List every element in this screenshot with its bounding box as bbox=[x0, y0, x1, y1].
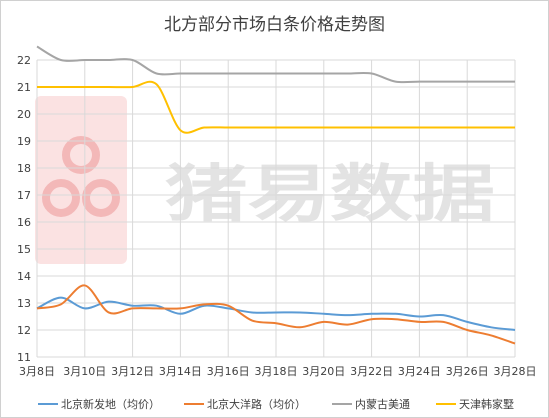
y-tick-label: 11 bbox=[17, 351, 31, 364]
x-tick-label: 3月20日 bbox=[302, 365, 345, 378]
chart-title: 北方部分市场白条价格走势图 bbox=[164, 15, 385, 35]
series-line-4 bbox=[37, 80, 515, 134]
x-tick-label: 3月26日 bbox=[446, 365, 489, 378]
watermark-logo bbox=[35, 96, 127, 264]
x-tick-label: 3月22日 bbox=[350, 365, 393, 378]
series-lines bbox=[36, 45, 516, 345]
x-tick-label: 3月12日 bbox=[111, 365, 154, 378]
y-tick-label: 19 bbox=[17, 135, 31, 148]
y-tick-label: 18 bbox=[17, 162, 31, 175]
y-tick-label: 17 bbox=[17, 189, 31, 202]
x-tick-label: 3月16日 bbox=[207, 365, 250, 378]
watermark-logo-ring-top bbox=[62, 136, 100, 174]
y-tick-label: 12 bbox=[17, 324, 31, 337]
x-tick-label: 3月18日 bbox=[255, 365, 298, 378]
series-line-1 bbox=[36, 296, 516, 331]
y-tick-label: 20 bbox=[17, 108, 31, 121]
series-line-3 bbox=[36, 45, 515, 84]
y-tick-label: 15 bbox=[17, 243, 31, 256]
watermark-logo-square bbox=[35, 96, 127, 264]
watermark-text: 猪易数据 bbox=[165, 157, 495, 230]
y-tick-label: 14 bbox=[17, 270, 31, 283]
y-tick-label: 16 bbox=[17, 216, 31, 229]
legend: 北京新发地（均价） 北京大洋路（均价） 内蒙古美通 天津韩家墅 bbox=[38, 397, 514, 411]
x-tick-label: 3月8日 bbox=[19, 365, 55, 378]
watermark-logo-ring-right bbox=[82, 179, 120, 217]
y-tick-label: 21 bbox=[17, 81, 31, 94]
x-tick-label: 3月10日 bbox=[63, 365, 106, 378]
watermark-logo-ring-left bbox=[42, 179, 80, 217]
x-tick-label: 3月14日 bbox=[159, 365, 202, 378]
x-tick-label: 3月28日 bbox=[494, 365, 537, 378]
y-axis: 11 12 13 14 15 16 17 18 19 20 21 22 bbox=[17, 54, 31, 364]
y-tick-label: 22 bbox=[17, 54, 31, 67]
legend-label: 北京新发地（均价） bbox=[61, 397, 160, 411]
legend-label: 内蒙古美通 bbox=[355, 397, 410, 411]
legend-label: 天津韩家墅 bbox=[459, 397, 514, 411]
legend-label: 北京大洋路（均价） bbox=[207, 397, 306, 411]
x-axis: 3月8日 3月10日 3月12日 3月14日 3月16日 3月18日 3月20日 3月22日 3… bbox=[19, 365, 537, 378]
x-tick-label: 3月24日 bbox=[398, 365, 441, 378]
series-line-2 bbox=[36, 284, 516, 345]
y-tick-label: 13 bbox=[17, 297, 31, 310]
